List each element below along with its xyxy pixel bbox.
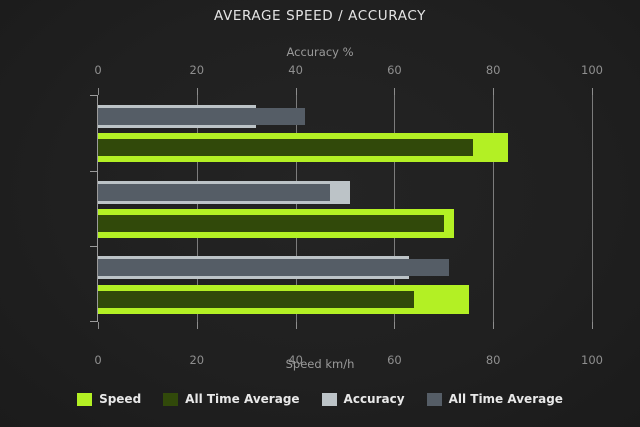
bottom-tick-mark xyxy=(493,322,495,329)
bottom-axis-tick-labels: 0 20 40 60 80 100 xyxy=(0,341,640,367)
top-tick-label: 60 xyxy=(387,63,402,77)
accuracy-bar-group xyxy=(98,180,592,204)
top-tick-mark xyxy=(493,88,495,95)
top-tick-mark xyxy=(196,88,198,95)
accuracy-bar-group xyxy=(98,256,592,280)
bottom-tick-label: 20 xyxy=(189,353,205,367)
bar-speed-all-time-average[interactable] xyxy=(98,290,415,308)
legend-label: Accuracy xyxy=(343,392,405,406)
top-tick-label: 20 xyxy=(189,63,205,77)
legend-swatch-icon xyxy=(321,392,337,406)
category-group: 1st Serve xyxy=(98,95,592,171)
legend-label: Speed xyxy=(99,392,142,406)
legend-item[interactable]: Speed xyxy=(77,392,141,406)
category-group: Grnd Stroke xyxy=(90,246,592,322)
accuracy-bar-group xyxy=(98,105,592,129)
bottom-tick-label: 80 xyxy=(485,353,501,367)
category-tick xyxy=(90,246,97,248)
top-tick-label: 40 xyxy=(288,63,303,77)
bottom-tick-label: 60 xyxy=(387,353,402,367)
gridline xyxy=(493,95,495,322)
bottom-tick-mark xyxy=(394,322,396,329)
legend-swatch-icon xyxy=(77,392,93,406)
gridline xyxy=(592,95,593,322)
speed-bar-group xyxy=(98,284,592,314)
category-group: 2nd Serve xyxy=(90,170,592,247)
category-tick xyxy=(90,170,97,172)
y-axis-spine xyxy=(97,95,98,322)
legend-label: All Time Average xyxy=(448,392,563,406)
bottom-axis-label: Speed km/h xyxy=(285,357,355,371)
legend-item[interactable]: All Time Average xyxy=(426,392,563,406)
top-tick-label: 100 xyxy=(581,63,603,77)
speed-bar-group xyxy=(98,209,592,239)
bottom-tick-label: 40 xyxy=(288,353,303,367)
chart-legend: Speed All Time Average Accuracy All Time Av… xyxy=(0,392,640,406)
top-tick-label: 80 xyxy=(485,63,501,77)
top-tick-mark xyxy=(592,88,593,95)
gridline xyxy=(394,95,396,322)
bottom-tick-mark xyxy=(98,322,99,329)
top-tick-mark xyxy=(98,88,99,95)
legend-swatch-icon xyxy=(426,392,442,406)
bottom-tick-mark xyxy=(592,322,593,329)
top-tick-mark xyxy=(295,88,297,95)
legend-item[interactable]: Accuracy xyxy=(321,392,405,406)
top-axis-tick-labels: 0 20 40 60 80 100 xyxy=(0,63,640,77)
legend-item[interactable]: All Time Average xyxy=(163,392,300,406)
bottom-tick-label: 0 xyxy=(94,353,102,367)
top-tick-label: 0 xyxy=(94,63,102,77)
bottom-tick-mark xyxy=(295,322,297,329)
axis-corner-tick xyxy=(90,95,97,96)
gridline xyxy=(295,95,297,322)
legend-swatch-icon xyxy=(163,392,179,406)
bottom-tick-mark xyxy=(196,322,198,329)
bar-accuracy-all-time-average[interactable] xyxy=(98,108,306,126)
axis-corner-tick xyxy=(90,321,97,322)
legend-label: All Time Average xyxy=(185,392,300,406)
top-tick-mark xyxy=(394,88,396,95)
top-axis-label: Accuracy % xyxy=(286,45,354,59)
chart-title: AVERAGE SPEED / ACCURACY xyxy=(214,8,426,24)
gridline xyxy=(196,95,198,322)
bar-accuracy-all-time-average[interactable] xyxy=(98,183,331,201)
bar-speed-all-time-average[interactable] xyxy=(98,215,444,233)
speed-bar-group xyxy=(98,133,592,163)
plot-area: 1st Serve2nd ServeGrnd Stroke xyxy=(90,95,593,322)
bottom-tick-label: 100 xyxy=(581,353,603,367)
bar-accuracy-all-time-average[interactable] xyxy=(98,259,449,277)
bar-speed-all-time-average[interactable] xyxy=(98,139,474,157)
